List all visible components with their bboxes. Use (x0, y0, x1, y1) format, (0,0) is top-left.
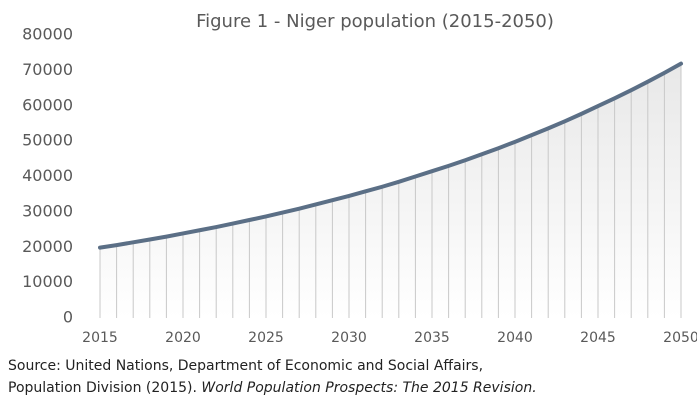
y-tick-label: 0 (63, 308, 73, 327)
x-tick-label: 2040 (497, 330, 533, 346)
x-tick-label: 2045 (580, 330, 616, 346)
y-tick-label: 60000 (22, 95, 73, 114)
x-tick-label: 2020 (165, 330, 201, 346)
source-title: World Population Prospects: The 2015 Rev… (201, 380, 537, 396)
chart-title: Figure 1 - Niger population (2015-2050) (196, 11, 554, 32)
x-tick-label: 2050 (663, 330, 697, 346)
y-tick-label: 10000 (22, 272, 73, 291)
x-tick-label: 2030 (331, 330, 367, 346)
y-tick-label: 20000 (22, 237, 73, 256)
source-line: Population Division (2015). World Popula… (8, 377, 537, 399)
source-note: Source: United Nations, Department of Ec… (8, 355, 537, 399)
area (100, 63, 681, 319)
y-tick-label: 30000 (22, 201, 73, 220)
y-tick-label: 40000 (22, 166, 73, 185)
y-tick-label: 80000 (22, 25, 73, 44)
chart: Figure 1 - Niger population (2015-2050) … (22, 11, 697, 346)
x-tick-label: 2025 (248, 330, 284, 346)
source-line: Source: United Nations, Department of Ec… (8, 358, 484, 374)
x-tick-label: 2015 (82, 330, 118, 346)
source-text: Population Division (2015). (8, 380, 197, 396)
y-tick-label: 50000 (22, 131, 73, 150)
line (98, 61, 683, 250)
y-tick-label: 70000 (22, 60, 73, 79)
x-tick-label: 2035 (414, 330, 450, 346)
